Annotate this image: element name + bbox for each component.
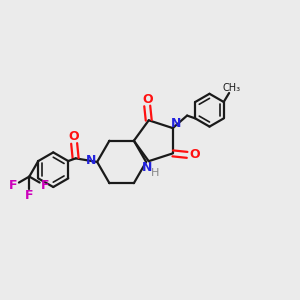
- Text: O: O: [142, 93, 153, 106]
- Text: N: N: [85, 154, 96, 167]
- Text: H: H: [151, 168, 159, 178]
- Text: F: F: [41, 179, 50, 192]
- Text: CH₃: CH₃: [222, 82, 241, 93]
- Text: N: N: [171, 117, 182, 130]
- Text: F: F: [25, 189, 34, 202]
- Text: N: N: [142, 161, 152, 174]
- Text: F: F: [9, 179, 17, 192]
- Text: O: O: [189, 148, 200, 161]
- Text: O: O: [68, 130, 79, 143]
